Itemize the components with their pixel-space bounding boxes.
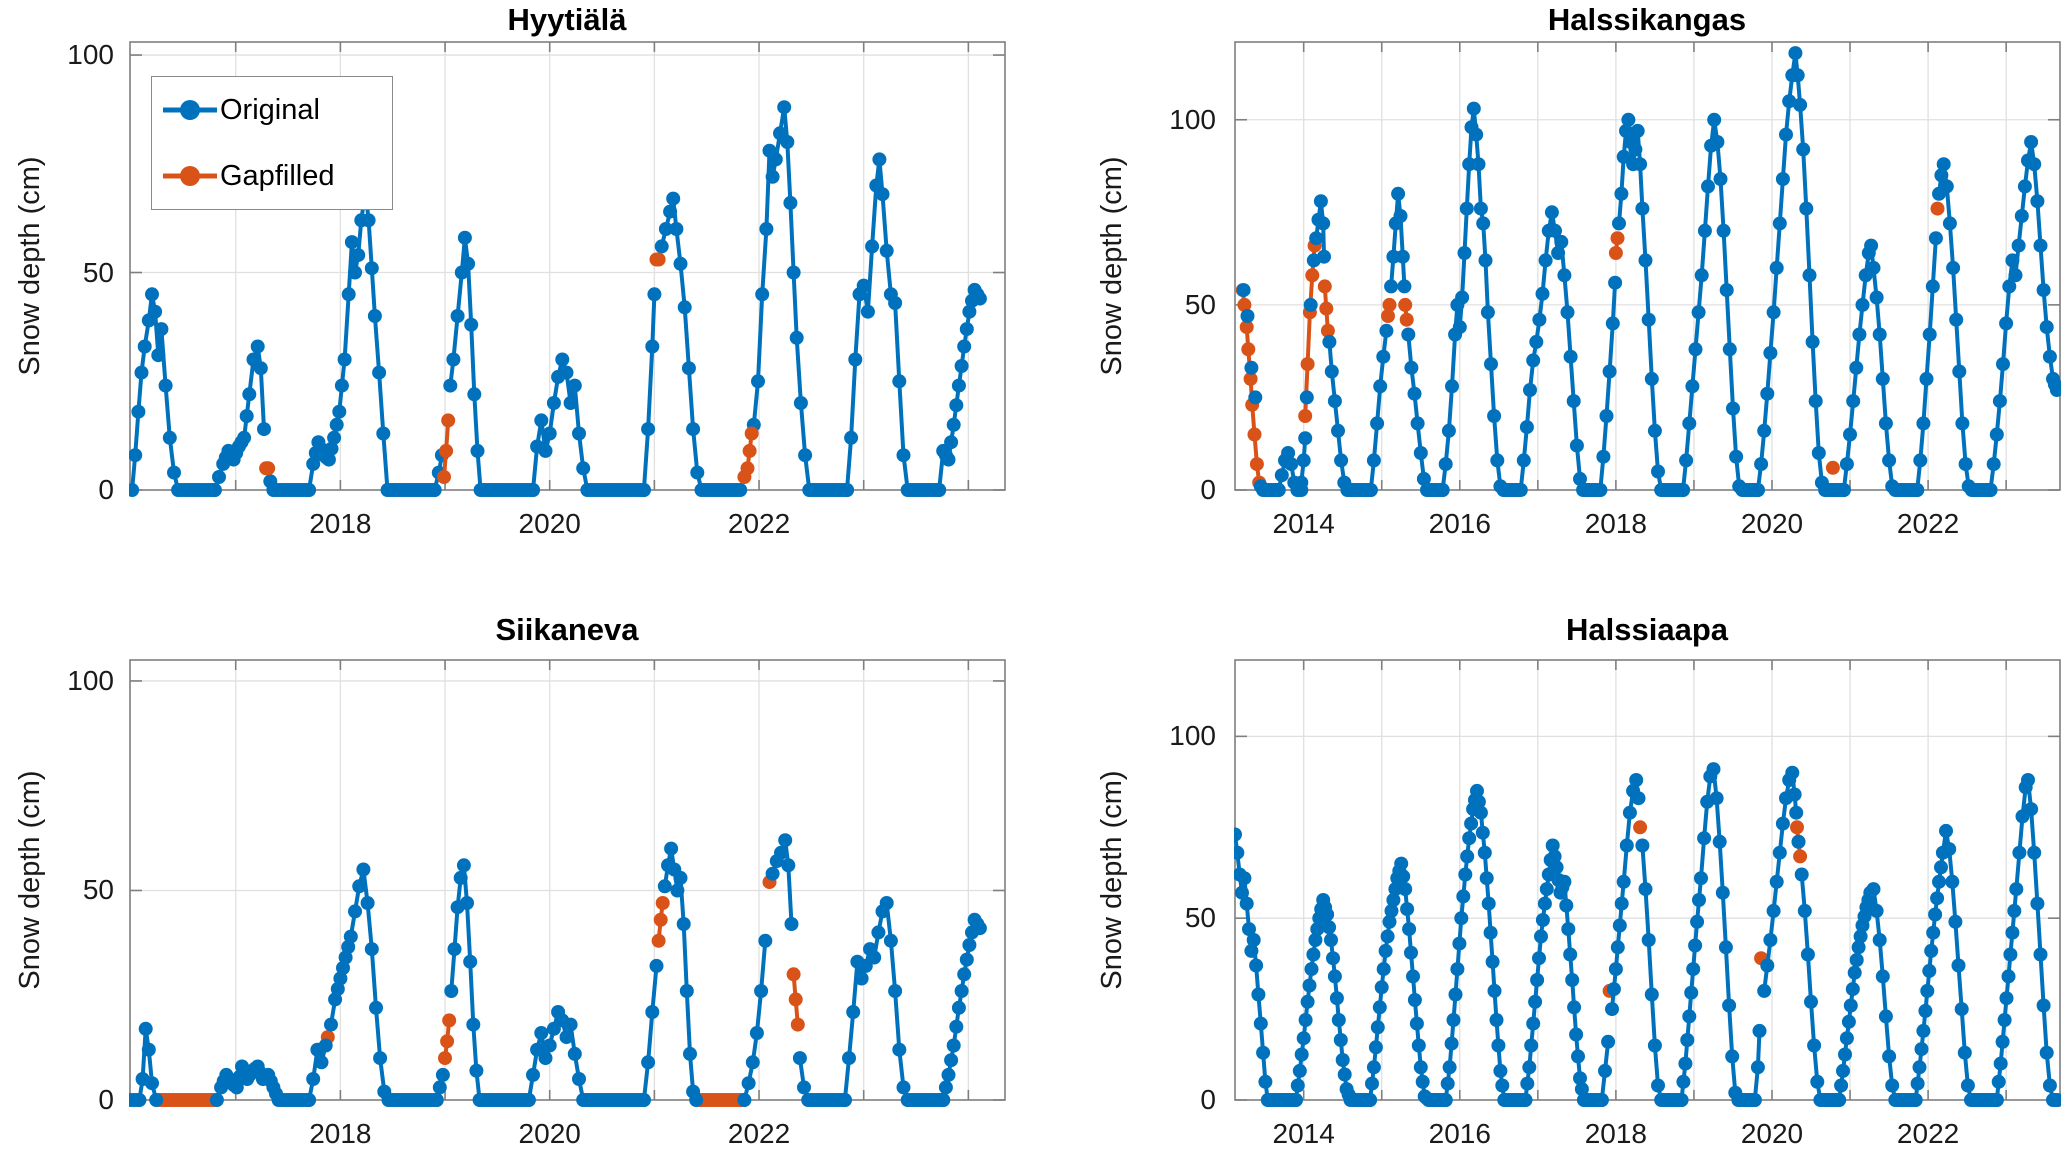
chart-title-siikaneva: Siikaneva [495,612,639,647]
chart-title-halssikangas: Halssikangas [1547,2,1747,37]
legend: Original Gapfilled [151,76,393,210]
legend-label-original: Original [220,93,320,126]
legend-marker-gapfilled-icon [163,166,217,186]
legend-label-gapfilled: Gapfilled [220,159,335,192]
y-axis-label-bottom-left: Snow depth (cm) [14,770,46,990]
y-axis-label-top-right: Snow depth (cm) [1096,156,1128,376]
y-axis-label-bottom-right: Snow depth (cm) [1096,770,1128,990]
chart-title-hyytiala: Hyytiälä [507,2,627,37]
chart-title-halssiaapa: Halssiaapa [1566,612,1728,647]
legend-item-original: Original [152,77,392,143]
y-axis-label-top-left: Snow depth (cm) [14,156,46,376]
legend-item-gapfilled: Gapfilled [152,143,392,209]
legend-marker-original-icon [163,100,217,120]
